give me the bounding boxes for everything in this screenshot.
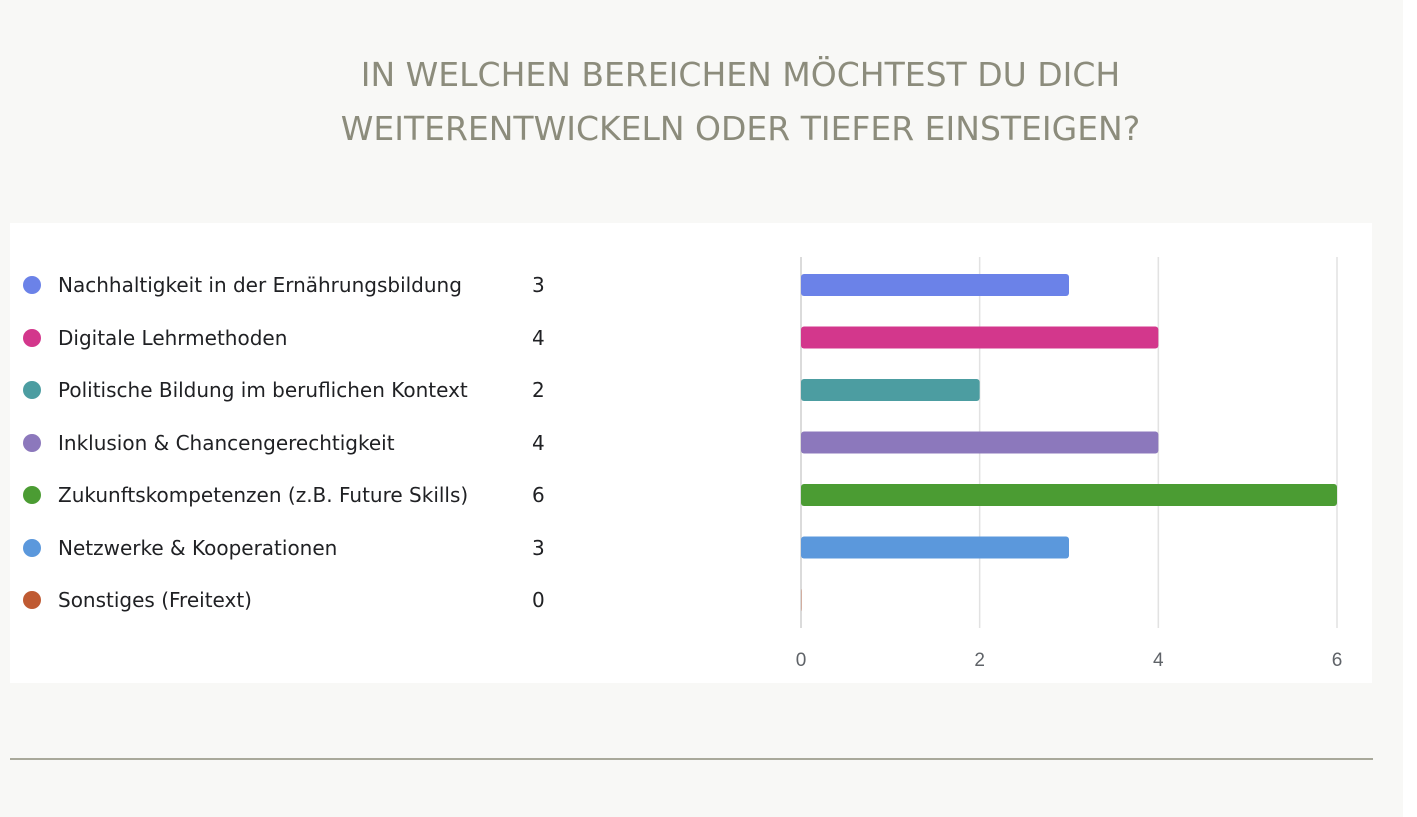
- x-tick-label: 2: [974, 650, 985, 671]
- legend-dot-icon: [23, 433, 41, 452]
- bar: [801, 431, 1159, 454]
- legend-value: 0: [532, 588, 545, 612]
- bar: [801, 484, 1337, 506]
- legend-label: Sonstiges (Freitext): [58, 588, 252, 612]
- legend-item: Digitale Lehrmethoden 4: [10, 324, 570, 352]
- bar: [801, 536, 1069, 559]
- legend-item: Nachhaltigkeit in der Ernährungsbildung 3: [10, 271, 570, 299]
- bar: [801, 589, 802, 611]
- legend-dot-icon: [23, 486, 41, 504]
- legend-label: Politische Bildung im beruflichen Kontex…: [58, 378, 468, 402]
- legend-item: Zukunftskompetenzen (z.B. Future Skills)…: [10, 481, 570, 509]
- legend-item: Netzwerke & Kooperationen 3: [10, 534, 570, 562]
- heading-line-1: IN WELCHEN BEREICHEN MÖCHTEST DU DICH: [360, 55, 1121, 94]
- x-tick-label: 4: [1153, 650, 1164, 671]
- legend-item: Inklusion & Chancengerechtigkeit 4: [10, 429, 570, 457]
- legend-dot-icon: [23, 276, 41, 294]
- legend-dot-icon: [23, 538, 41, 557]
- bar: [801, 379, 980, 401]
- legend-item: Politische Bildung im beruflichen Kontex…: [10, 376, 570, 404]
- x-tick-label: 0: [796, 650, 807, 671]
- legend-value: 4: [532, 430, 545, 455]
- page-edge-strip: [1403, 0, 1417, 817]
- legend-label: Netzwerke & Kooperationen: [58, 535, 338, 560]
- legend-label: Nachhaltigkeit in der Ernährungsbildung: [58, 273, 462, 297]
- legend-label: Digitale Lehrmethoden: [58, 325, 288, 350]
- heading-line-2: WEITERENTWICKELN ODER TIEFER EINSTEIGEN?: [340, 109, 1141, 148]
- legend-dot-icon: [23, 328, 41, 347]
- legend-label: Zukunftskompetenzen (z.B. Future Skills): [58, 483, 469, 507]
- legend-label: Inklusion & Chancengerechtigkeit: [58, 430, 395, 455]
- legend-dot-icon: [23, 591, 41, 609]
- bar: [801, 274, 1069, 296]
- legend-item: Sonstiges (Freitext) 0: [10, 586, 570, 614]
- legend-value: 3: [532, 273, 545, 297]
- chart-panel: Nachhaltigkeit in der Ernährungsbildung 3…: [10, 223, 1372, 683]
- legend-value: 6: [532, 483, 545, 507]
- x-tick-label: 6: [1332, 650, 1343, 671]
- legend-value: 3: [532, 535, 545, 560]
- legend-value: 4: [532, 325, 545, 350]
- legend-dot-icon: [23, 381, 41, 399]
- section-divider: [10, 758, 1373, 760]
- chart-heading: IN WELCHEN BEREICHEN MÖCHTEST DU DICH WE…: [0, 48, 1417, 156]
- bar: [801, 326, 1159, 349]
- bar-chart: 0 2 4 6: [796, 257, 1343, 671]
- legend-value: 2: [532, 378, 545, 402]
